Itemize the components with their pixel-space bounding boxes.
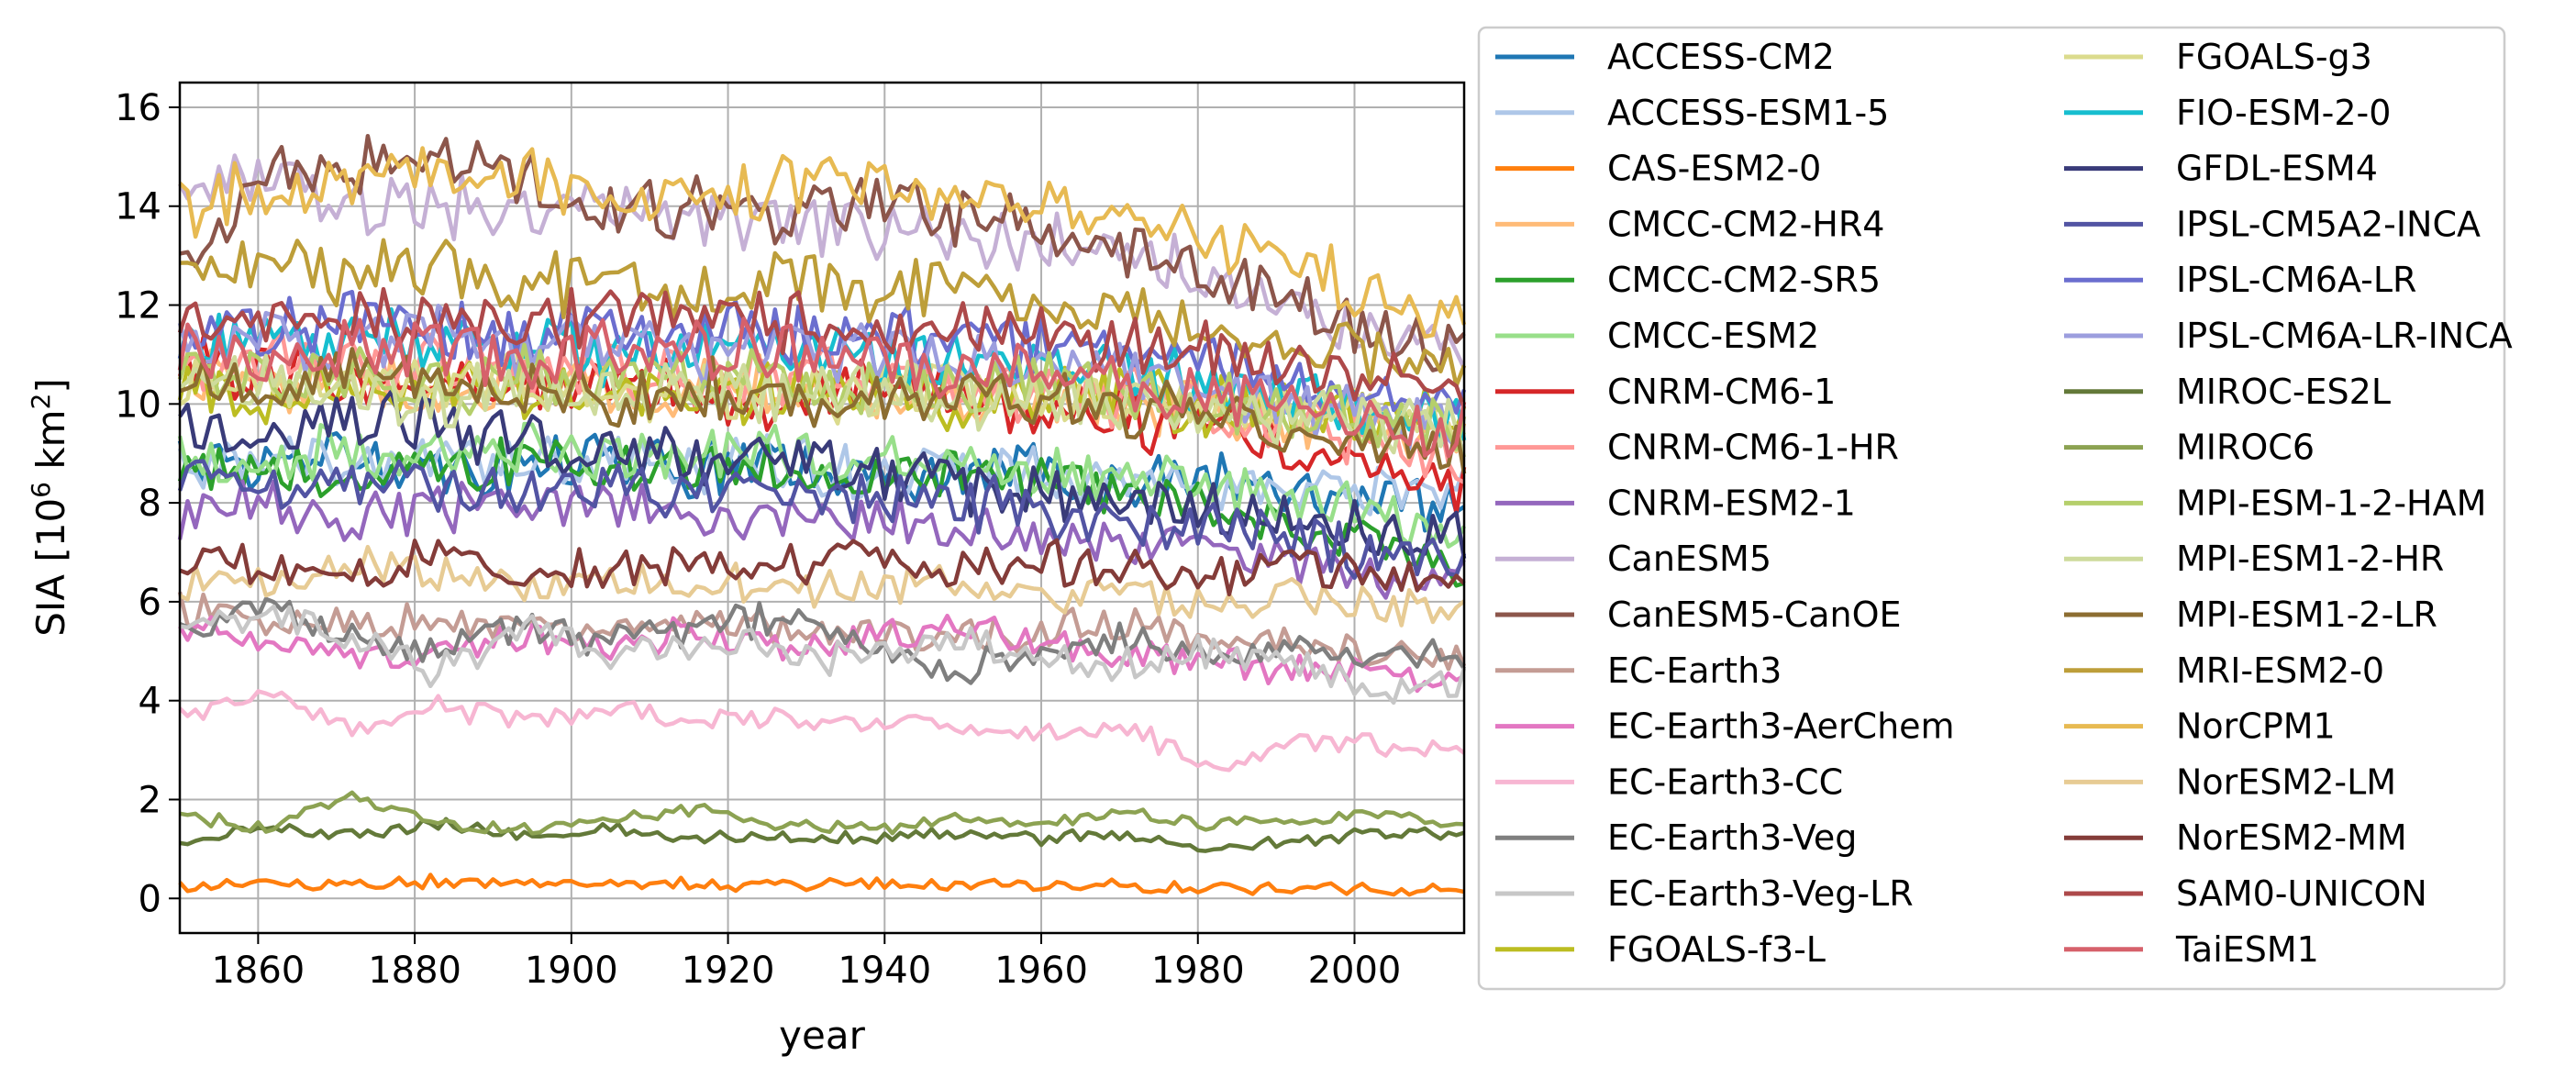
legend-label: IPSL-CM6A-LR	[2176, 260, 2416, 300]
y-axis-title: SIA [106 km2]	[26, 378, 73, 637]
legend-label: MPI-ESM1-2-LR	[2176, 595, 2437, 635]
y-tick-label: 12	[115, 285, 161, 328]
series-line-cmcc-esm2	[177, 421, 1467, 549]
legend-label: TaiESM1	[2175, 929, 2319, 970]
y-tick-label: 10	[115, 383, 161, 426]
legend-label: CAS-ESM2-0	[1607, 149, 1821, 189]
y-axis-title-unit: km	[28, 409, 73, 482]
series-line-access-esm1-5	[177, 433, 1467, 517]
series-line-miroc-es2l	[179, 817, 1465, 853]
legend-label: ACCESS-CM2	[1607, 37, 1835, 77]
y-tick-label: 8	[139, 483, 161, 525]
legend-label: FGOALS-f3-L	[1607, 929, 1826, 970]
series-line-ec-earth3-cc	[178, 689, 1466, 772]
series-line-noresm2-lm	[178, 544, 1466, 628]
series-line-mpi-esm1-2-lr	[179, 347, 1467, 474]
legend-frame	[1477, 26, 2506, 991]
x-tick-label: 1900	[525, 950, 618, 992]
y-tick-label: 0	[139, 878, 161, 920]
legend-label: CanESM5-CanOE	[1607, 595, 1902, 635]
series-line-ipsl-cm5a2-inca	[177, 459, 1467, 581]
legend-label: MIROC6	[2176, 428, 2315, 468]
legend-label: EC-Earth3-CC	[1607, 761, 1843, 802]
legend-label: ACCESS-ESM1-5	[1607, 93, 1889, 133]
legend: ACCESS-CM2 ACCESS-ESM1-5 CAS-ESM2-0 CMCC-CM…	[1477, 26, 2513, 991]
x-tick-label: 1880	[368, 950, 461, 992]
series-line-ec-earth3	[177, 591, 1467, 672]
y-tick-label: 14	[115, 186, 161, 228]
series-line-taiesm1	[177, 317, 1467, 459]
x-tick-label: 1940	[838, 950, 931, 992]
legend-label: EC-Earth3-Veg	[1607, 817, 1857, 858]
series-line-cas-esm2-0	[178, 872, 1465, 897]
legend-label: GFDL-ESM4	[2176, 149, 2378, 189]
x-axis-title: year	[779, 1013, 865, 1058]
y-axis-title-prefix: SIA [10	[28, 498, 73, 637]
legend-label: EC-Earth3-Veg-LR	[1607, 873, 1914, 914]
legend-label: CMCC-CM2-HR4	[1607, 204, 1884, 244]
series-line-ec-earth3-veg	[179, 596, 1466, 685]
series-lines	[177, 133, 1467, 897]
x-tick-label: 1860	[211, 950, 305, 992]
y-axis-title-exponent-1: 6	[26, 482, 56, 498]
y-axis-title-exponent-2: 2	[26, 394, 56, 410]
series-line-cnrm-esm2-1	[177, 479, 1466, 600]
legend-label: EC-Earth3	[1607, 650, 1782, 691]
legend-label: CNRM-CM6-1-HR	[1607, 428, 1899, 468]
plot-frame	[178, 81, 1466, 935]
series-line-mpi-esm1-2-hr	[178, 353, 1467, 458]
legend-label: FIO-ESM-2-0	[2176, 93, 2391, 133]
legend-entries: ACCESS-CM2 ACCESS-ESM1-5 CAS-ESM2-0 CMCC-CM…	[1495, 37, 2513, 970]
legend-label: IPSL-CM6A-LR-INCA	[2176, 316, 2513, 356]
series-line-noresm2-mm	[179, 538, 1466, 597]
legend-label: CNRM-CM6-1	[1607, 372, 1836, 412]
axis-ticks: 1860 1880 1900 1920 1940 1960 1980 2000 0 2 4 6 8 10 1…	[115, 87, 1401, 992]
y-tick-label: 2	[139, 779, 161, 821]
legend-label: MRI-ESM2-0	[2176, 650, 2384, 691]
x-tick-label: 1920	[682, 950, 775, 992]
legend-label: MPI-ESM1-2-HR	[2176, 539, 2444, 579]
y-tick-label: 6	[139, 582, 161, 624]
x-tick-label: 1980	[1151, 950, 1245, 992]
legend-label: MIROC-ES2L	[2176, 372, 2391, 412]
legend-label: FGOALS-g3	[2176, 37, 2372, 77]
x-tick-label: 2000	[1308, 950, 1402, 992]
legend-label: SAM0-UNICON	[2176, 873, 2427, 914]
y-tick-label: 16	[115, 87, 161, 129]
series-line-canesm5-canoe	[179, 133, 1466, 372]
y-tick-label: 4	[139, 681, 161, 723]
legend-label: CNRM-ESM2-1	[1607, 483, 1856, 523]
legend-label: NorCPM1	[2176, 706, 2336, 747]
legend-label: EC-Earth3-AerChem	[1607, 706, 1955, 747]
legend-label: CanESM5	[1607, 539, 1771, 579]
y-axis-title-suffix: ]	[28, 378, 73, 393]
legend-label: NorESM2-LM	[2176, 761, 2396, 802]
series-line-miroc6	[179, 790, 1465, 836]
legend-label: NorESM2-MM	[2176, 817, 2407, 858]
series-line-mri-esm2-0	[179, 238, 1467, 388]
series-line-ec-earth3-aerchem	[178, 613, 1466, 694]
legend-label: MPI-ESM-1-2-HAM	[2176, 483, 2486, 523]
legend-label: CMCC-ESM2	[1607, 316, 1819, 356]
legend-label: CMCC-CM2-SR5	[1607, 260, 1881, 300]
series-line-norcpm1	[178, 146, 1467, 339]
series-line-ec-earth3-veg-lr	[179, 604, 1467, 706]
legend-label: IPSL-CM5A2-INCA	[2176, 204, 2481, 244]
x-tick-label: 1960	[994, 950, 1088, 992]
